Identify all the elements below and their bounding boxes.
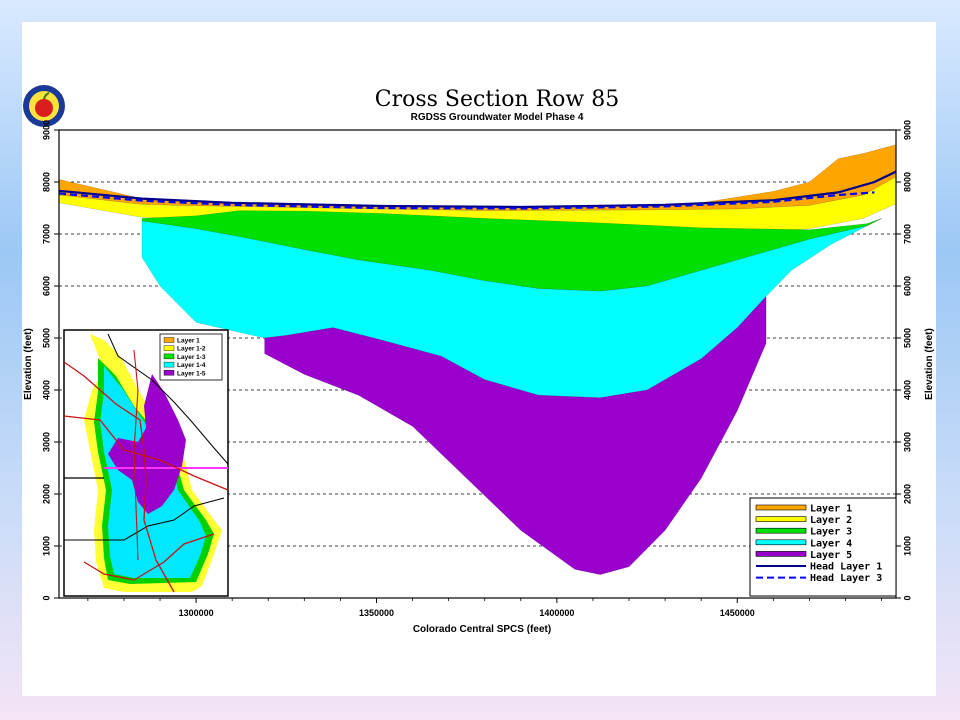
y-tick-label-right: 6000 <box>902 276 912 296</box>
x-tick-label: 1350000 <box>359 608 394 618</box>
inset-legend-label: Layer 1 <box>177 338 200 345</box>
inset-legend-swatch <box>163 345 175 351</box>
inset-layer-1-5 <box>108 374 186 514</box>
chart-subtitle: RGDSS Groundwater Model Phase 4 <box>411 112 584 123</box>
plot-frame <box>58 129 897 599</box>
head-lines <box>58 170 897 210</box>
inset-legend-label: Layer 1-5 <box>177 370 206 377</box>
layer-area-4 <box>141 218 882 398</box>
y-tick-label-left: 1000 <box>41 536 51 556</box>
legend-swatch <box>755 516 807 522</box>
legend-label: Layer 1 <box>810 504 852 515</box>
legend-label: Layer 2 <box>810 515 852 526</box>
y-tick-label-left: 2000 <box>41 484 51 504</box>
y-tick-label-right: 4000 <box>902 380 912 400</box>
inset-legend-swatch <box>163 361 175 368</box>
y-axis-label-right: Elevation (feet) <box>924 328 935 400</box>
inset-road <box>63 361 175 593</box>
y-tick-label-right: 0 <box>902 595 912 600</box>
slide-background: Cross Section Row 85 RGDSS Groundwater M… <box>22 22 936 696</box>
inset-legend-swatch <box>163 337 175 343</box>
y-tick-label-right: 5000 <box>902 328 912 348</box>
y-tick-label-right: 2000 <box>902 484 912 504</box>
y-tick-label-left: 0 <box>41 595 51 600</box>
agency-logo <box>23 85 65 127</box>
y-tick-label-left: 4000 <box>41 380 51 400</box>
axes: 0 0 1000 1000 2000 2000 3000 3000 4000 4000 5000 50… <box>41 120 912 618</box>
x-tick-label: 1400000 <box>539 608 574 618</box>
head-line-layer-1 <box>58 170 897 209</box>
legend-label: Layer 3 <box>810 527 852 538</box>
inset-road <box>83 533 215 581</box>
y-tick-label-left: 6000 <box>41 276 51 296</box>
legend-swatch <box>755 539 807 546</box>
layer-area-5 <box>264 296 767 575</box>
y-tick-label-left: 8000 <box>41 172 51 192</box>
inset-county-line <box>64 497 225 541</box>
y-tick-label-right: 9000 <box>902 120 912 140</box>
head-line-layer-3 <box>58 191 875 210</box>
inset-legend-label: Layer 1-4 <box>177 362 206 369</box>
y-tick-label-left: 5000 <box>41 328 51 348</box>
inset-legend-label: Layer 1-3 <box>177 354 206 361</box>
x-tick-label: 1450000 <box>720 608 755 618</box>
y-axis-label-left: Elevation (feet) <box>23 328 34 400</box>
chart-title: Cross Section Row 85 <box>375 87 620 112</box>
x-axis-label: Colorado Central SPCS (feet) <box>413 624 551 635</box>
y-tick-label-right: 1000 <box>902 536 912 556</box>
inset-county-line <box>107 333 229 465</box>
y-tick-label-left: 9000 <box>41 120 51 140</box>
inset-road <box>63 415 229 491</box>
legend-label: Layer 5 <box>810 550 852 561</box>
legend-box <box>749 497 897 597</box>
legend-swatch <box>755 551 807 557</box>
inset-road <box>133 349 139 561</box>
x-tick-label: 1300000 <box>179 608 214 618</box>
legend-label: Head Layer 3 <box>810 573 882 584</box>
y-tick-label-left: 7000 <box>41 224 51 244</box>
legend-label: Layer 4 <box>810 538 852 549</box>
inset-legend-swatch <box>163 353 175 360</box>
y-tick-label-left: 3000 <box>41 432 51 452</box>
y-tick-label-right: 8000 <box>902 172 912 192</box>
legend-label: Head Layer 1 <box>810 562 882 573</box>
legend-swatch <box>755 504 807 511</box>
y-tick-label-right: 3000 <box>902 432 912 452</box>
inset-legend-swatch <box>163 370 175 376</box>
inset-legend-label: Layer 1-2 <box>177 346 206 353</box>
legend-swatch <box>755 527 807 534</box>
cross-section-chart: Cross Section Row 85 RGDSS Groundwater M… <box>23 85 935 635</box>
y-tick-label-right: 7000 <box>902 224 912 244</box>
